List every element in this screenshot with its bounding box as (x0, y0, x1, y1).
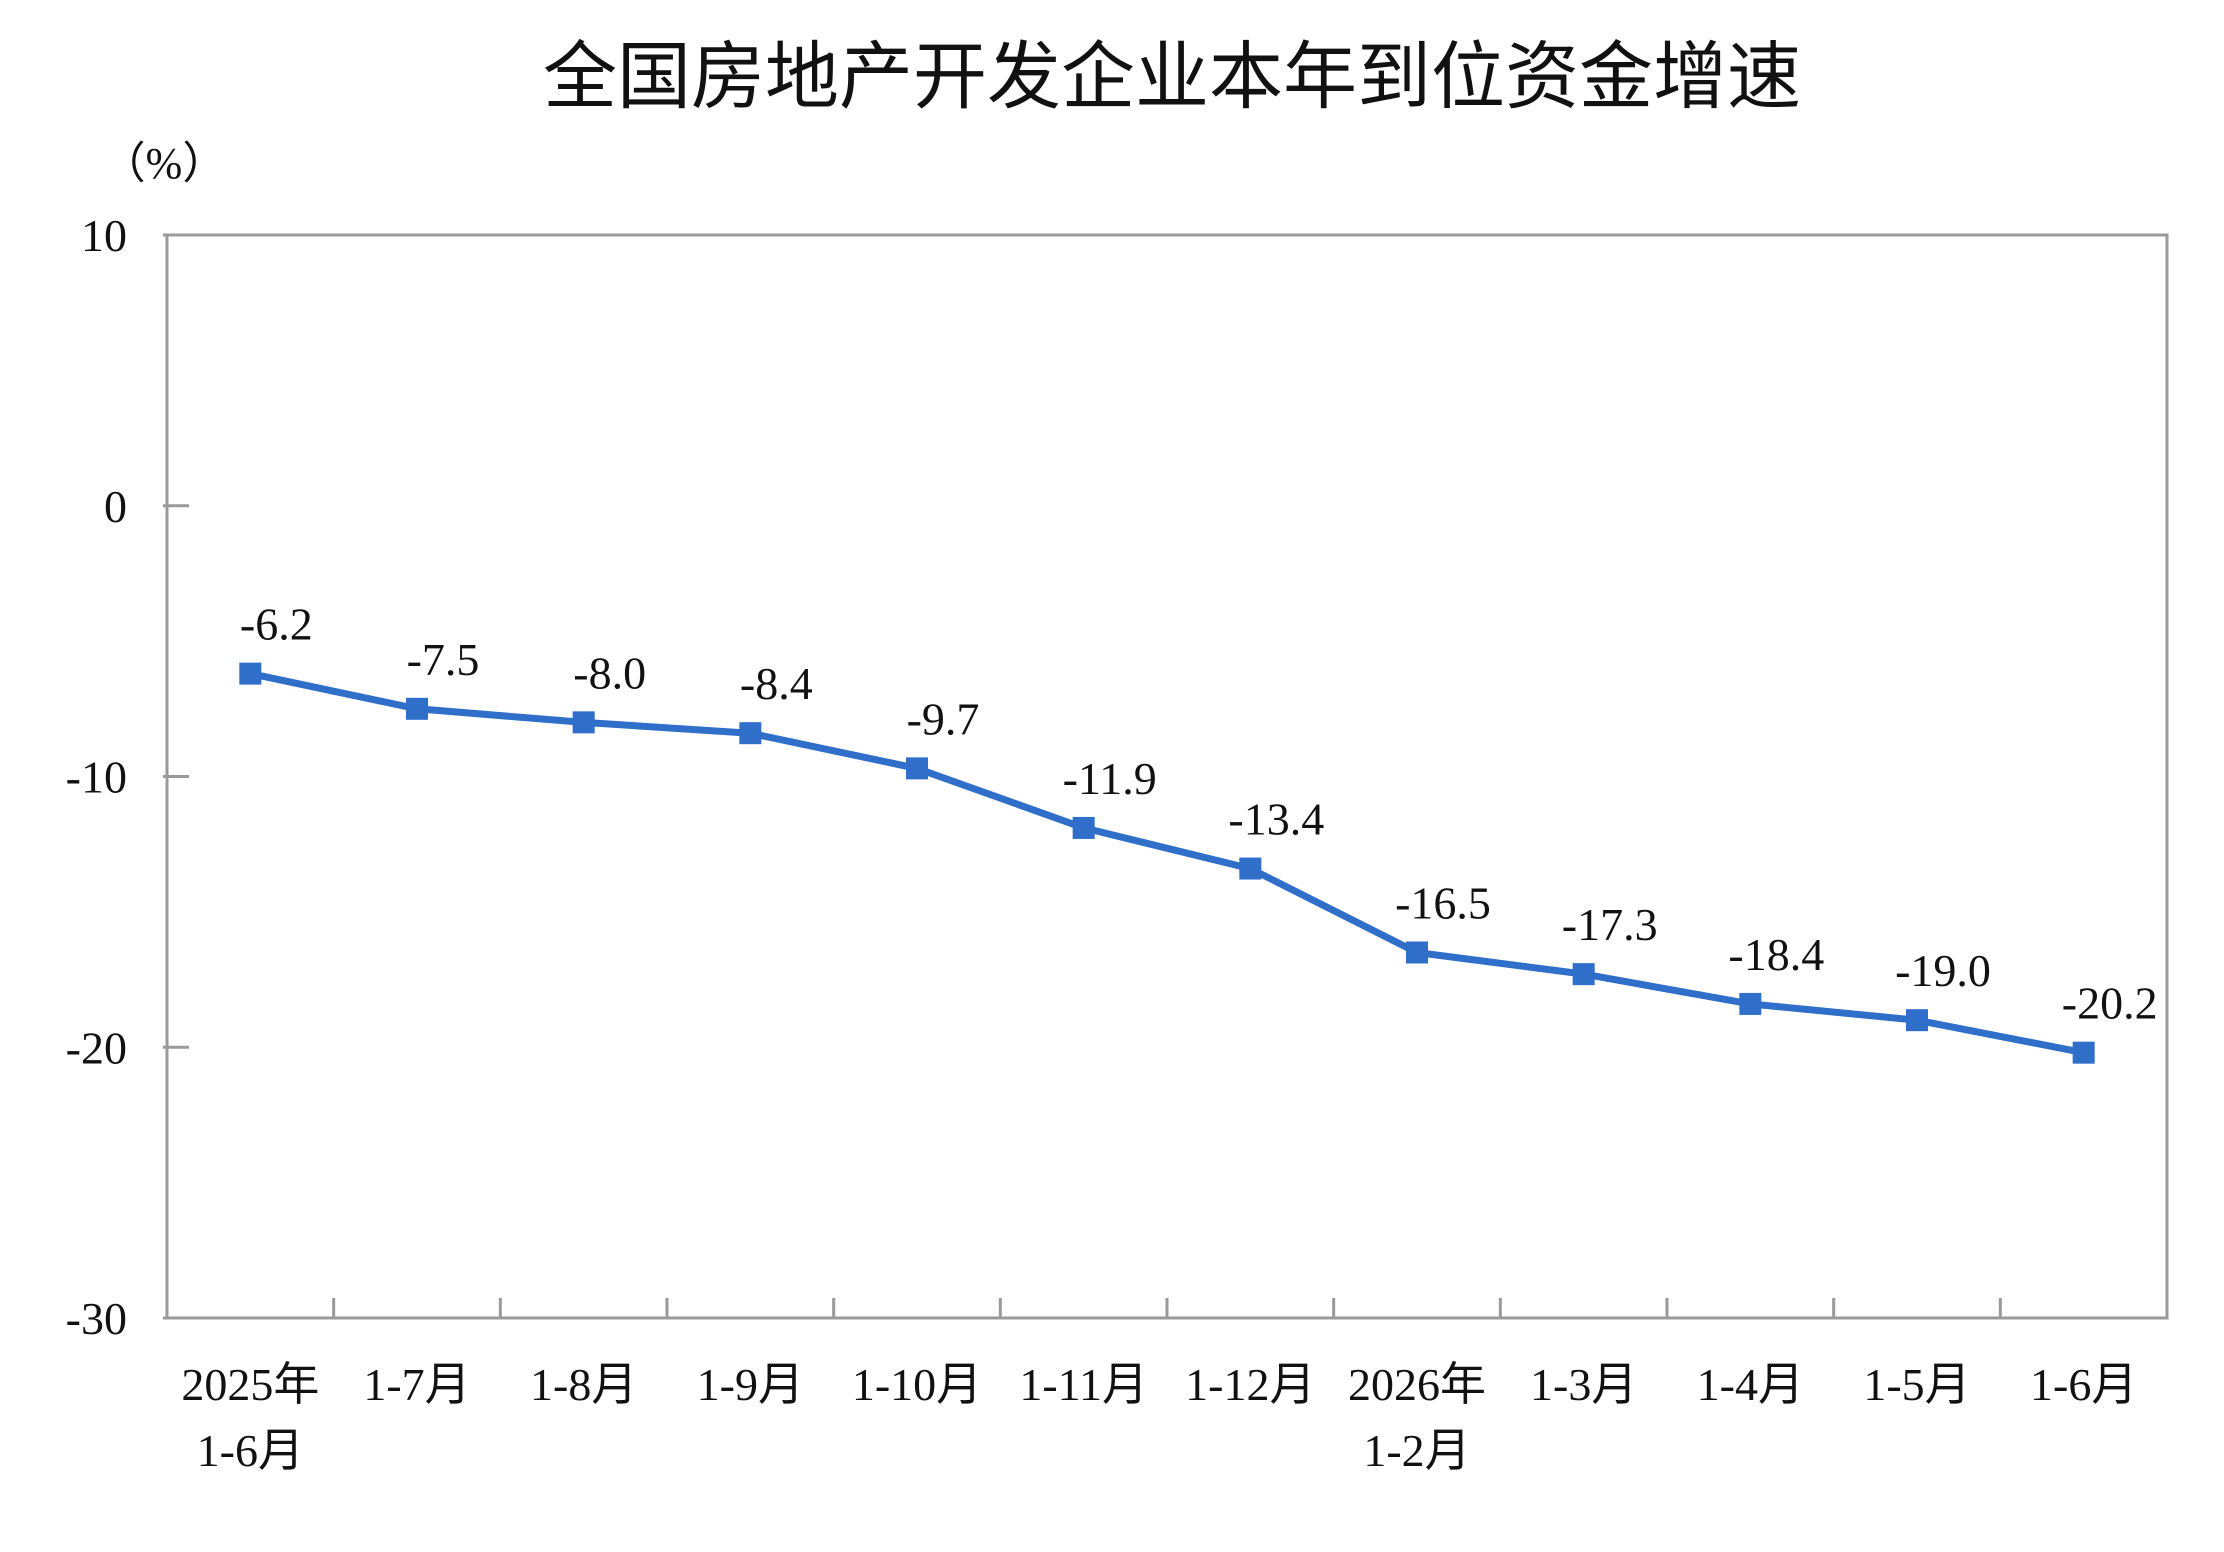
data-point-marker (406, 697, 428, 720)
data-point-label: -9.7 (907, 693, 980, 744)
y-tick-label: -20 (66, 1022, 127, 1073)
data-point-marker (906, 757, 928, 780)
x-tick-label: 1-7月 (363, 1359, 470, 1410)
data-point-label: -18.4 (1728, 929, 1824, 980)
data-point-marker (1072, 816, 1095, 839)
y-tick-label: -10 (66, 752, 127, 803)
x-tick-label: 1-8月 (530, 1359, 637, 1410)
x-tick-label-line: 1-8月 (530, 1359, 637, 1410)
y-tick-label: -30 (66, 1293, 127, 1344)
x-tick-label-line: 1-9月 (697, 1359, 804, 1410)
y-tick-label: 10 (81, 210, 127, 261)
data-point-label: -8.4 (740, 658, 813, 709)
x-tick-label-line: 1-2月 (1363, 1425, 1470, 1476)
series-line (246, 670, 2088, 1057)
data-point-marker (1739, 992, 1762, 1015)
data-point-marker (572, 711, 595, 734)
data-point-marker (1572, 963, 1595, 986)
x-tick-label: 1-4月 (1697, 1359, 1804, 1410)
x-tick-label: 1-12月 (1185, 1359, 1315, 1410)
data-point-marker (1906, 1009, 1928, 1032)
data-point-marker (2072, 1041, 2095, 1064)
data-point-label: -19.0 (1895, 945, 1991, 996)
data-point-label: -16.5 (1395, 877, 1491, 928)
data-point-label: -8.0 (573, 647, 646, 698)
x-tick-label-line: 1-4月 (1697, 1359, 1804, 1410)
x-tick-label-line: 1-5月 (1863, 1359, 1970, 1410)
series-layer (239, 662, 2095, 1064)
x-tick-label: 1-10月 (852, 1359, 982, 1410)
x-tick-label: 1-6月 (2030, 1359, 2137, 1410)
data-labels: -6.2 -7.5 -8.0 -8.4 -9.7 -11.9 -13.4 -16.5 -17.3… (240, 599, 2158, 1029)
x-tick-label: 2026年 1-2月 (1348, 1359, 1486, 1476)
x-tick-label: 1-11月 (1019, 1359, 1148, 1410)
data-point-marker (1406, 941, 1428, 964)
data-point-label: -17.3 (1562, 899, 1658, 950)
x-tick-label-line: 2025年 (181, 1359, 319, 1410)
data-point-marker (239, 662, 262, 685)
x-tick-label-line: 1-7月 (363, 1359, 470, 1410)
data-point-label: -7.5 (407, 634, 480, 685)
x-tick-label-line: 1-12月 (1185, 1359, 1315, 1410)
x-tick-label-line: 1-10月 (852, 1359, 982, 1410)
x-tick-label-line: 1-11月 (1019, 1359, 1148, 1410)
x-tick-label: 1-9月 (697, 1359, 804, 1410)
x-tick-label-line: 1-6月 (2030, 1359, 2137, 1410)
data-point-label: -6.2 (240, 599, 313, 650)
x-tick-label-line: 1-6月 (197, 1425, 304, 1476)
x-axis-ticks: 2025年 1-6月 1-7月 1-8月 1-9月 1-10月 1-11月 1-12月 2026… (181, 1298, 2137, 1476)
data-point-label: -11.9 (1063, 753, 1157, 804)
y-tick-label: 0 (104, 481, 127, 532)
y-axis-unit-label: （%） (102, 139, 227, 188)
x-tick-label: 1-5月 (1863, 1359, 1970, 1410)
x-tick-label: 1-3月 (1530, 1359, 1637, 1410)
x-tick-label-line: 1-3月 (1530, 1359, 1637, 1410)
data-point-label: -13.4 (1228, 794, 1324, 845)
chart-title: 全国房地产开发企业本年到位资金增速 (543, 34, 1801, 120)
data-point-label: -20.2 (2062, 978, 2158, 1029)
y-axis-ticks: 10 0 -10 -20 -30 (66, 210, 189, 1344)
x-tick-label: 2025年 1-6月 (181, 1359, 319, 1476)
data-point-marker (739, 722, 762, 745)
plot-area-frame (165, 233, 2169, 1320)
data-point-marker (1239, 857, 1262, 880)
x-tick-label-line: 2026年 (1348, 1359, 1486, 1410)
